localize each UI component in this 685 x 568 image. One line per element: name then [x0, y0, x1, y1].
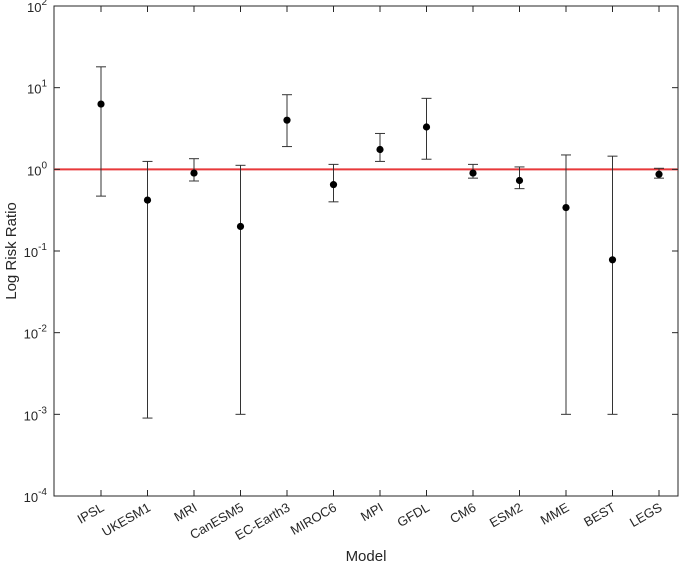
x-tick-label: GFDL — [394, 500, 432, 530]
data-point — [376, 145, 384, 154]
y-tick-label: 10-1 — [24, 242, 48, 260]
y-tick-exponent: 1 — [41, 79, 47, 90]
y-tick-base: 10 — [27, 163, 41, 178]
y-tick-base: 10 — [27, 0, 41, 15]
data-point — [283, 116, 291, 124]
x-tick-label: MIROC6 — [288, 500, 339, 538]
data-point — [562, 203, 570, 212]
x-tick-label: CM6 — [447, 500, 478, 527]
data-point — [143, 196, 152, 204]
x-tick-label: BEST — [581, 500, 618, 530]
y-tick-label: 10-3 — [24, 405, 48, 423]
data-point — [190, 169, 198, 177]
y-tick-base: 10 — [24, 490, 38, 505]
data-point — [608, 256, 617, 264]
x-tick-label: MME — [538, 499, 572, 527]
x-tick-label: MPI — [358, 500, 386, 525]
data-point — [422, 123, 431, 131]
y-tick-base: 10 — [27, 82, 41, 97]
y-tick-exponent: 0 — [41, 160, 47, 171]
data-point — [236, 222, 245, 231]
y-tick-base: 10 — [24, 408, 38, 423]
data-point — [655, 170, 663, 178]
y-axis-label: Log Risk Ratio — [3, 202, 20, 300]
x-tick-label: ESM2 — [487, 500, 525, 531]
y-tick-exponent: 2 — [41, 0, 47, 8]
data-point — [329, 181, 338, 189]
y-tick-exponent: -2 — [38, 324, 47, 335]
x-tick-label: LEGS — [627, 499, 665, 529]
y-tick-exponent: -4 — [38, 487, 47, 498]
y-tick-base: 10 — [24, 327, 38, 342]
y-tick-label: 101 — [27, 79, 47, 97]
y-tick-label: 10-4 — [24, 487, 48, 505]
x-tick-label: MRI — [171, 500, 199, 525]
x-axis-label: Model — [346, 548, 387, 565]
data-point — [97, 100, 105, 108]
y-tick-base: 10 — [24, 245, 38, 260]
y-tick-label: 100 — [27, 160, 47, 178]
data-point — [515, 176, 524, 185]
x-tick-label: IPSL — [75, 500, 107, 527]
y-tick-label: 102 — [27, 0, 47, 15]
plot-area — [53, 5, 679, 497]
data-point — [469, 169, 477, 177]
y-tick-label: 10-2 — [24, 324, 48, 342]
y-tick-exponent: -3 — [38, 405, 47, 416]
y-tick-exponent: -1 — [38, 242, 47, 253]
x-tick-label: UKESM1 — [99, 500, 153, 540]
